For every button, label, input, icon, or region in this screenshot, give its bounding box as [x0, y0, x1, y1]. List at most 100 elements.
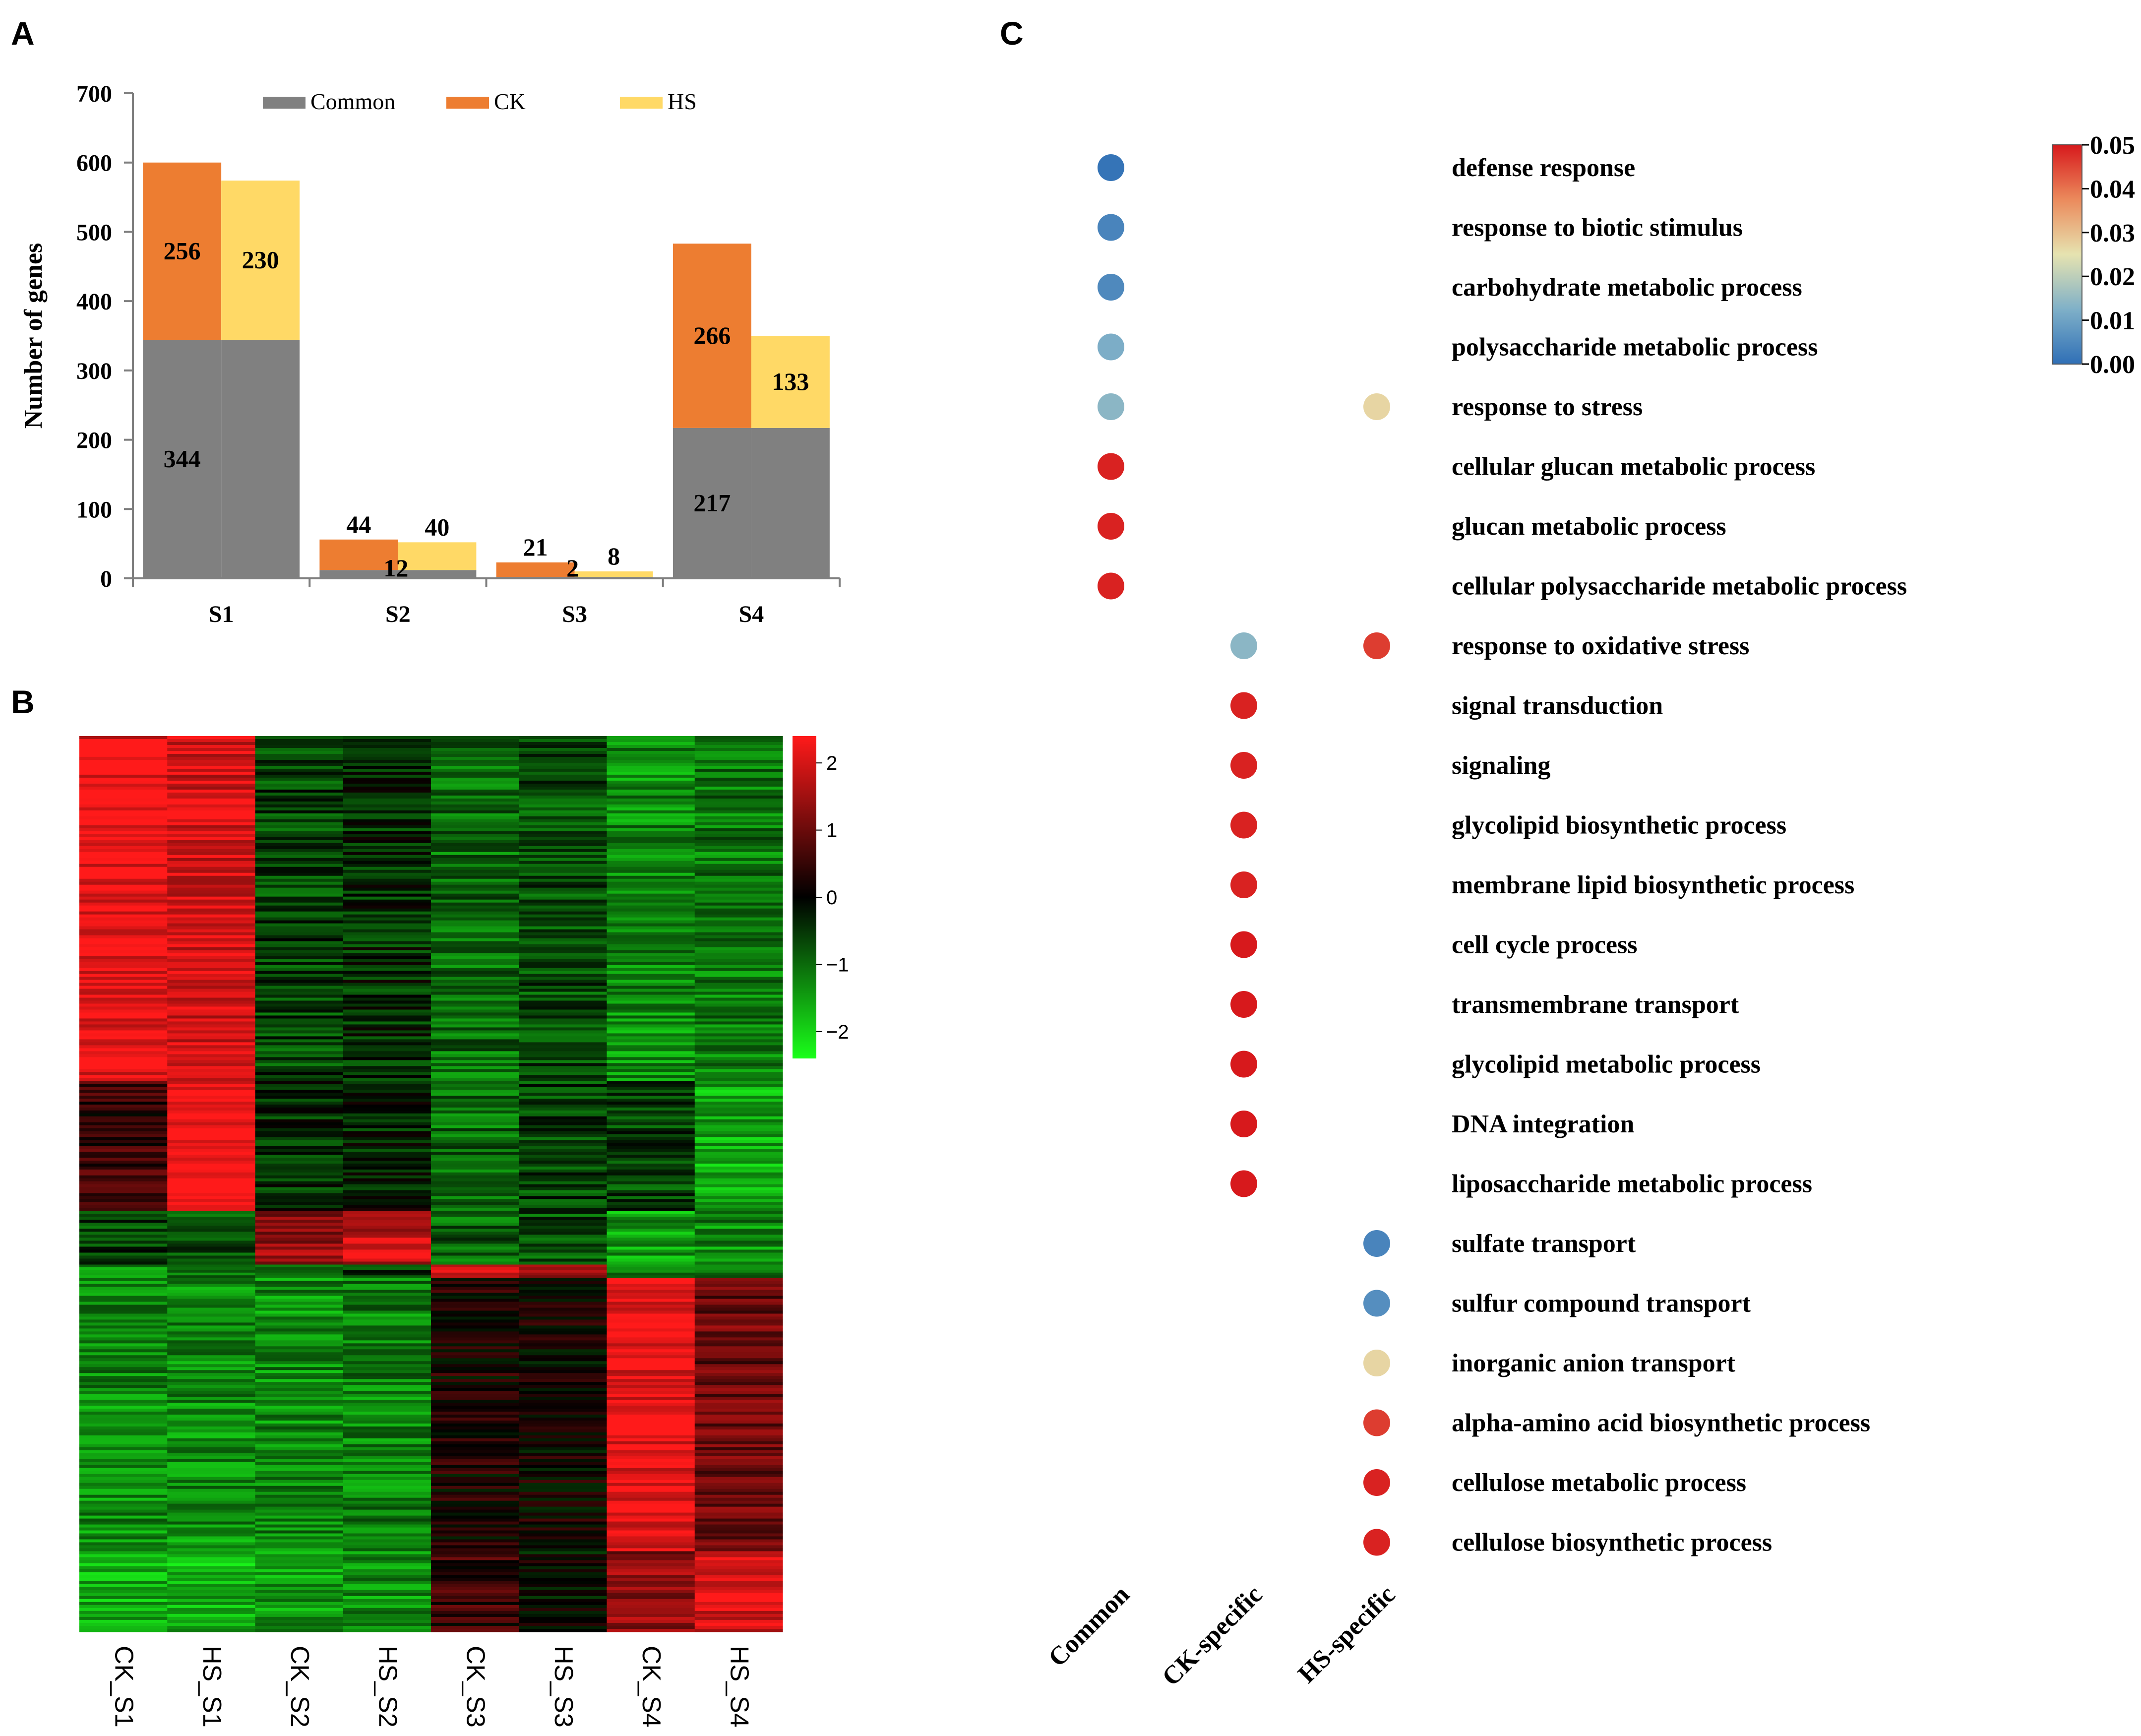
b-heat-cell — [343, 753, 431, 757]
b-heat-cell — [255, 1453, 344, 1457]
b-heat-cell — [343, 819, 431, 823]
b-heat-cell — [519, 1483, 608, 1487]
b-heat-cell — [343, 971, 431, 975]
b-heat-cell — [343, 742, 431, 745]
b-heat-cell — [694, 965, 783, 969]
b-column-label: CK_S3 — [461, 1646, 490, 1728]
b-heat-cell — [519, 1187, 608, 1191]
b-heat-cell — [431, 1367, 519, 1370]
b-heat-cell — [255, 1252, 344, 1256]
b-heat-cell — [607, 1131, 695, 1135]
b-heat-cell — [694, 884, 783, 888]
b-heat-cell — [607, 1465, 695, 1469]
b-heat-cell — [343, 765, 431, 769]
b-heat-cell — [519, 742, 608, 745]
b-heat-cell — [431, 1252, 519, 1256]
b-heat-cell — [167, 1187, 256, 1191]
b-heat-cell — [343, 992, 431, 995]
b-heat-cell — [607, 1096, 695, 1099]
b-heat-cell — [167, 1208, 256, 1211]
b-heat-cell — [694, 914, 783, 918]
b-heat-cell — [343, 801, 431, 805]
b-heat-cell — [167, 1450, 256, 1454]
b-heat-cell — [79, 1382, 168, 1385]
b-heat-cell — [431, 1616, 519, 1620]
b-heat-cell — [431, 1161, 519, 1164]
b-heat-cell — [167, 944, 256, 948]
b-heat-cell — [167, 1069, 256, 1072]
b-heat-cell — [255, 1575, 344, 1579]
b-heat-cell — [694, 1566, 783, 1570]
c-dot — [1363, 1469, 1390, 1496]
b-heat-cell — [519, 858, 608, 862]
b-heat-cell — [79, 828, 168, 832]
b-heat-cell — [694, 1613, 783, 1617]
b-heat-cell — [607, 1530, 695, 1534]
a-bar-common-S2-HS — [398, 570, 477, 578]
b-heat-cell — [607, 950, 695, 954]
b-heat-cell — [431, 1039, 519, 1043]
b-heat-cell — [607, 1361, 695, 1364]
b-heat-cell — [519, 956, 608, 960]
b-heat-cell — [607, 872, 695, 876]
b-heat-cell — [343, 1548, 431, 1552]
b-heat-cell — [167, 768, 256, 772]
b-heat-cell — [79, 1331, 168, 1335]
b-heat-cell — [255, 858, 344, 862]
b-heat-cell — [167, 1116, 256, 1120]
b-heat-cell — [694, 893, 783, 897]
b-heat-cell — [694, 1488, 783, 1492]
b-heat-cell — [255, 1003, 344, 1007]
b-heat-cell — [343, 1045, 431, 1049]
b-heat-cell — [694, 935, 783, 939]
b-heat-cell — [343, 747, 431, 751]
b-heat-cell — [255, 1072, 344, 1075]
b-heat-cell — [694, 1246, 783, 1250]
b-heat-cell — [519, 1486, 608, 1489]
b-heat-cell — [431, 855, 519, 859]
b-heat-cell — [167, 1611, 256, 1614]
b-heat-cell — [607, 1278, 695, 1282]
c-dot — [1230, 931, 1257, 958]
b-heat-cell — [167, 742, 256, 745]
b-heat-cell — [519, 1346, 608, 1350]
b-heat-cell — [431, 1275, 519, 1279]
b-heat-cell — [343, 1403, 431, 1406]
b-heat-cell — [167, 1438, 256, 1442]
b-heat-cell — [431, 1163, 519, 1167]
b-heat-cell — [431, 1045, 519, 1049]
c-column-labels: Common CK-specific HS-specific — [1043, 1580, 1401, 1691]
b-heat-cell — [431, 1403, 519, 1406]
b-heat-cell — [607, 1299, 695, 1302]
b-heat-cell — [694, 1619, 783, 1623]
b-heat-cell — [694, 1051, 783, 1054]
b-heat-cell — [431, 1480, 519, 1484]
b-heat-cell — [431, 1255, 519, 1259]
b-heat-cell — [255, 1622, 344, 1626]
b-heat-cell — [255, 1578, 344, 1582]
b-heat-cell — [431, 1453, 519, 1457]
b-heat-cell — [167, 1235, 256, 1238]
b-heat-cell — [79, 1483, 168, 1487]
b-heat-cell — [167, 1426, 256, 1430]
b-heat-cell — [79, 1435, 168, 1439]
b-heat-cell — [519, 1116, 608, 1120]
b-heat-cell — [694, 1349, 783, 1353]
b-heat-cell — [79, 1456, 168, 1460]
b-heat-cell — [255, 810, 344, 814]
b-heat-cell — [255, 762, 344, 766]
b-heat-cell — [607, 1087, 695, 1090]
b-heat-cell — [343, 1099, 431, 1102]
b-heat-cell — [607, 1134, 695, 1137]
b-heat-cell — [167, 941, 256, 945]
panel-a-label: A — [11, 15, 35, 52]
b-heat-cell — [694, 753, 783, 757]
b-heat-cell — [694, 1310, 783, 1314]
b-heat-cell — [431, 1069, 519, 1072]
b-heat-cell — [255, 1385, 344, 1388]
b-heat-cell — [694, 1379, 783, 1382]
b-heat-cell — [79, 1572, 168, 1576]
b-heat-cell — [519, 1334, 608, 1338]
b-heat-cell — [343, 1480, 431, 1484]
a-legend: Common CK HS — [263, 89, 697, 114]
